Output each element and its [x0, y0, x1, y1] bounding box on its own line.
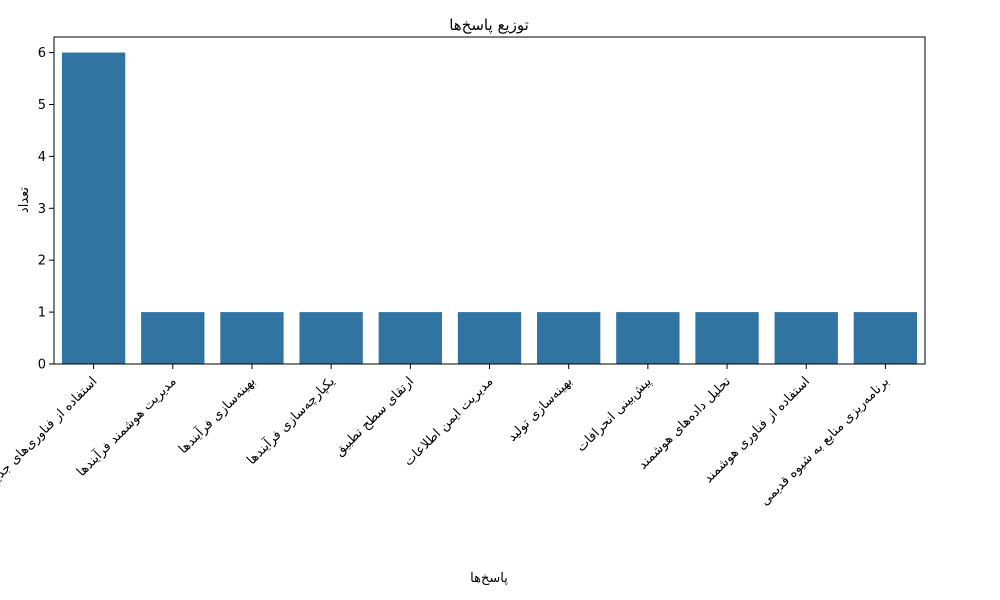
x-tick-label: برنامه‌ریزی منابع به شیوه قدیمی [758, 374, 893, 509]
y-tick-label: 2 [38, 254, 46, 269]
bar [378, 312, 442, 364]
y-tick-label: 6 [38, 46, 46, 61]
y-tick-label: 5 [38, 98, 46, 113]
y-axis: 0 1 2 3 4 5 6 [38, 46, 54, 373]
y-axis-label: تعداد [17, 187, 32, 213]
bar [220, 312, 284, 364]
bar [457, 312, 522, 364]
bar [141, 312, 205, 364]
x-tick-label: پیش‌بینی انحرافات [574, 374, 655, 455]
bar [695, 312, 759, 364]
bar [774, 312, 838, 364]
bar [61, 52, 126, 364]
x-tick-label: ارتقای سطح تطبیق [332, 374, 417, 459]
bar [537, 312, 601, 364]
bar [853, 312, 918, 364]
bar [616, 312, 680, 364]
x-tick-label: بهینه‌سازی تولید [505, 374, 576, 445]
x-axis-label: پاسخ‌ها [470, 571, 508, 586]
x-axis: استفاده از فناوری‌های جدید مدیریت هوشمند … [0, 364, 892, 509]
y-tick-label: 4 [38, 150, 46, 165]
x-tick-label: بهینه‌سازی فرآیندها [175, 373, 259, 457]
bars-group [61, 52, 918, 364]
bar [299, 312, 363, 364]
y-tick-label: 3 [38, 202, 46, 217]
x-tick-label: مدیریت ایمن اطلاعات [401, 374, 496, 469]
chart-title: توزیع پاسخ‌ها [449, 16, 529, 35]
y-tick-label: 1 [38, 306, 46, 321]
y-tick-label: 0 [38, 358, 46, 373]
plot-frame [53, 36, 926, 365]
x-tick-label: یکپارچه‌سازی فرآیندها [243, 373, 338, 468]
